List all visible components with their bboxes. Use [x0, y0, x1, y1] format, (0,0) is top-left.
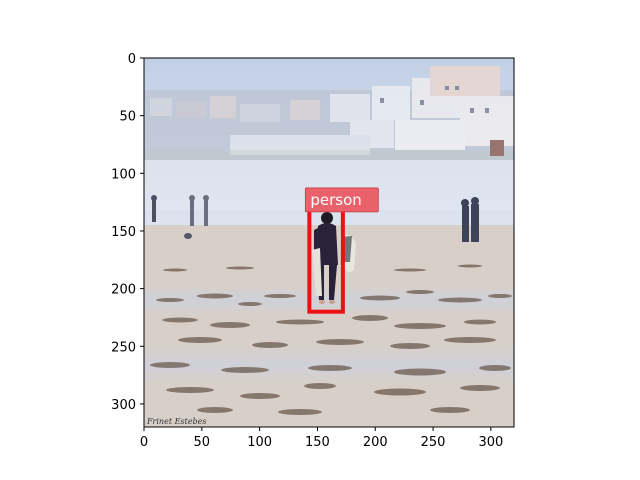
main-person-surfer	[312, 212, 356, 304]
x-tick-label: 150	[305, 435, 330, 450]
x-tick-label: 200	[363, 435, 388, 450]
x-tick-label: 0	[140, 435, 148, 450]
y-tick-label: 200	[111, 283, 136, 298]
wet-sand-lower	[144, 345, 514, 385]
axes-frame	[143, 57, 515, 428]
x-tick-label: 300	[478, 435, 503, 450]
detection-label-background	[304, 187, 379, 213]
detection-label: person	[310, 191, 361, 209]
background-person-left	[151, 195, 157, 222]
y-tick-label: 50	[119, 110, 136, 125]
background-people-right	[461, 197, 479, 242]
y-tick-label: 250	[111, 340, 136, 355]
photo: Frinet Estebes	[144, 58, 514, 427]
x-axis: 0 50 100 150 200 250 300	[140, 427, 503, 450]
y-tick-label: 150	[111, 225, 136, 240]
watermark-text: Frinet Estebes	[146, 417, 206, 426]
seaweed-patches	[150, 264, 512, 415]
y-axis: 0 50 100 150 200 250 300	[111, 52, 144, 413]
background-people-group	[184, 195, 209, 239]
detection: person	[304, 187, 379, 314]
x-tick-label: 50	[194, 435, 211, 450]
y-tick-label: 0	[128, 52, 136, 67]
x-tick-label: 250	[421, 435, 446, 450]
y-tick-label: 100	[111, 167, 136, 182]
x-tick-label: 100	[247, 435, 272, 450]
y-tick-label: 300	[111, 398, 136, 413]
